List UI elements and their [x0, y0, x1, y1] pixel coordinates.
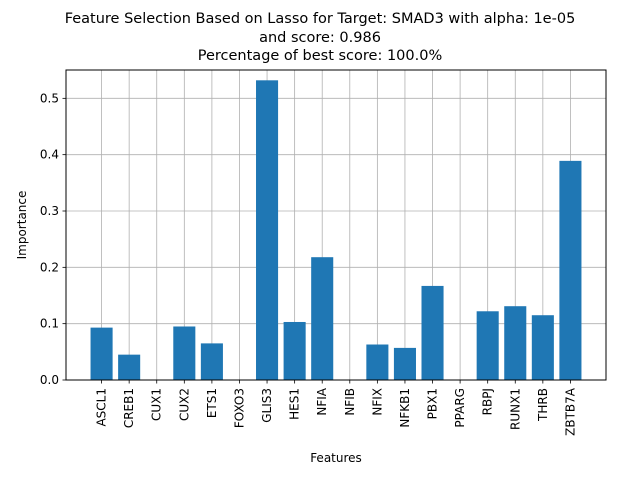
y-tick-label: 0.2 [40, 260, 59, 274]
chart-title-line-1: Feature Selection Based on Lasso for Tar… [64, 11, 576, 27]
x-tick-label: NFIB [343, 388, 357, 416]
y-tick-label: 0.3 [40, 204, 59, 218]
bar-thrb [531, 315, 554, 380]
x-tick-label: ASCL1 [95, 388, 109, 427]
x-tick-label: PBX1 [426, 388, 440, 419]
y-tick-label: 0.0 [40, 373, 59, 387]
x-tick-label: HES1 [288, 388, 302, 420]
bar-rbpj [476, 311, 499, 380]
y-axis-label: Importance [15, 191, 29, 260]
bar-nfkb1 [393, 347, 416, 380]
y-tick-label: 0.1 [40, 317, 59, 331]
chart-title-line-3: Percentage of best score: 100.0% [197, 48, 443, 64]
x-tick-label: CUX2 [177, 388, 191, 421]
x-tick-label: ZBTB7A [563, 387, 577, 436]
bar-creb1 [118, 354, 141, 380]
bar-ascl1 [90, 327, 113, 380]
x-tick-label: CREB1 [122, 388, 136, 428]
bar-hes1 [283, 321, 306, 380]
y-tick-label: 0.4 [40, 148, 59, 162]
x-tick-label: RBPJ [481, 388, 495, 415]
bar-pbx1 [421, 285, 444, 380]
y-tick-label: 0.5 [40, 91, 59, 105]
bar-nfix [366, 344, 389, 380]
x-tick-label: ETS1 [205, 388, 219, 418]
bar-nfia [311, 257, 334, 380]
x-tick-label: PPARG [453, 388, 467, 428]
x-tick-label: NFIA [315, 387, 329, 415]
chart-title-line-2: and score: 0.986 [259, 30, 381, 46]
bar-runx1 [504, 306, 527, 380]
x-tick-label: THRB [536, 388, 550, 422]
plot-area-frame [65, 69, 607, 381]
y-axis-ticks: 0.0 0.1 0.2 0.3 0.4 0.5 [40, 91, 66, 387]
x-axis-label: Features [310, 451, 362, 465]
x-axis-ticks: ASCL1 CREB1 CUX1 CUX2 ETS1 FOXO3 GLIS3 HES1 NFIA… [95, 380, 577, 436]
x-tick-label: NFKB1 [398, 388, 412, 428]
bar-cux2 [173, 326, 196, 380]
bar-ets1 [200, 343, 223, 380]
x-tick-label: CUX1 [150, 388, 164, 421]
bar-glis3 [256, 80, 279, 380]
x-tick-label: NFIX [370, 388, 384, 416]
x-tick-label: FOXO3 [232, 388, 246, 428]
bars [90, 80, 582, 380]
x-tick-label: RUNX1 [508, 388, 522, 430]
bar-zbtb7a [559, 160, 582, 380]
x-tick-label: GLIS3 [260, 388, 274, 423]
